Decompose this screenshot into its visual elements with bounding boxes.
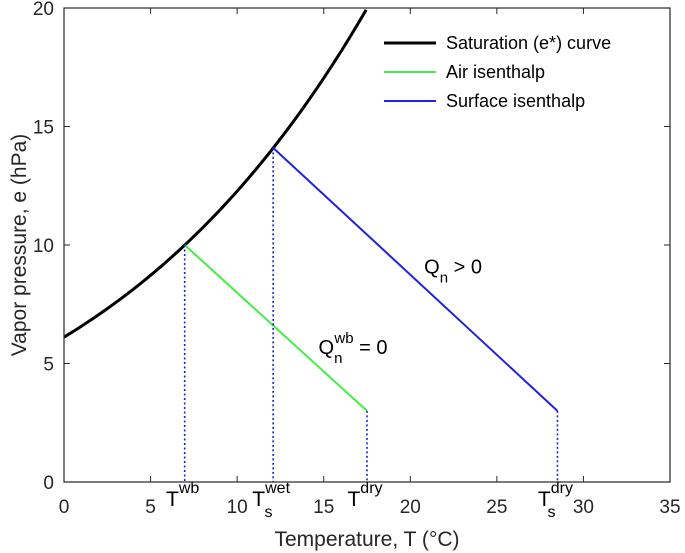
y-tick-label: 10: [33, 236, 54, 257]
x-axis-title-prefix: Temperature, T (: [274, 528, 428, 551]
x-tick-label: 5: [145, 497, 156, 518]
x-axis-title: Temperature, T (°C): [274, 528, 459, 551]
annotation-0: Qnwb = 0: [319, 330, 388, 367]
series-line-0: [63, 9, 368, 339]
tick-layer: [63, 7, 671, 483]
y-tick-label: 0: [43, 473, 54, 494]
x-tick-label: 25: [486, 497, 507, 518]
x-axis-title-unit: °C: [429, 528, 453, 551]
legend: Saturation (e*) curve Air isenthalp Surf…: [374, 20, 664, 120]
x-tick-label: 20: [400, 497, 421, 518]
legend-label-air: Air isenthalp: [446, 62, 545, 82]
x-tick-label: 35: [659, 497, 680, 518]
y-tick-label: 5: [43, 355, 54, 376]
x-tick-label: 0: [59, 497, 70, 518]
guide-label-0: Twb: [166, 480, 199, 511]
x-axis-title-suffix: ): [453, 528, 460, 551]
guide-label-3: Tdry s: [538, 480, 573, 521]
series-line-2: [272, 147, 559, 412]
legend-box: [374, 20, 664, 120]
guide-layer: [183, 147, 559, 482]
x-tick-label: 10: [227, 497, 248, 518]
x-tick-label: 30: [573, 497, 594, 518]
series-layer: [63, 9, 559, 412]
guide-label-2: Tdry: [347, 480, 382, 511]
guide-label-1: Twet s: [252, 480, 290, 521]
legend-label-saturation: Saturation (e*) curve: [446, 33, 611, 53]
annotation-1: Qn > 0: [424, 256, 482, 286]
x-tick-label: 15: [313, 497, 334, 518]
series-line-1: [184, 244, 368, 412]
y-axis-title: Vapor pressure, e (hPa): [8, 134, 31, 357]
legend-label-surface: Surface isenthalp: [446, 91, 585, 111]
label-layer: 0 5 10 15 20 25 30 35 0 5 10 15 20 Twb Twet s Tdry Tdry s Q…: [33, 0, 681, 521]
y-tick-label: 15: [33, 118, 54, 139]
y-tick-label: 20: [33, 0, 54, 20]
